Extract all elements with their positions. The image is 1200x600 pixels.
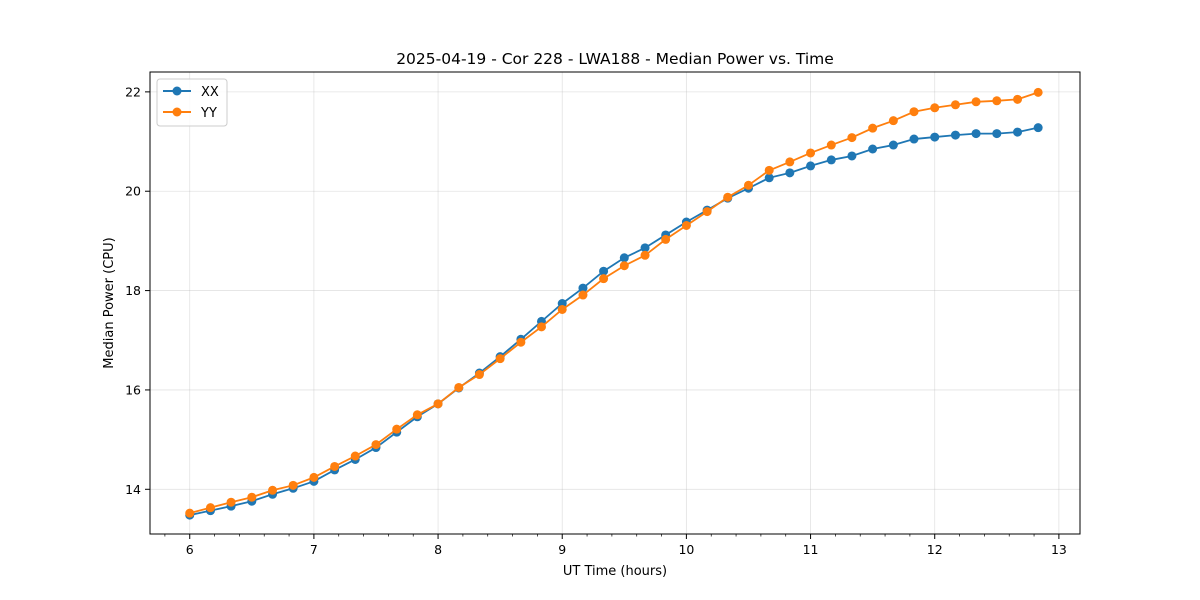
data-point-yy bbox=[516, 337, 526, 347]
data-point-xx bbox=[909, 134, 919, 144]
y-tick-label: 22 bbox=[125, 84, 141, 99]
series-yy bbox=[185, 87, 1043, 518]
data-point-yy bbox=[930, 103, 940, 113]
data-point-yy bbox=[785, 157, 795, 167]
x-tick-label: 8 bbox=[434, 542, 442, 557]
y-axis-label: Median Power (CPU) bbox=[102, 237, 117, 368]
data-point-yy bbox=[826, 140, 836, 150]
data-point-yy bbox=[599, 274, 609, 284]
data-point-yy bbox=[247, 492, 257, 502]
data-point-xx bbox=[1033, 123, 1043, 133]
x-tick-label: 7 bbox=[310, 542, 318, 557]
data-point-yy bbox=[847, 133, 857, 143]
data-point-yy bbox=[661, 234, 671, 244]
data-point-yy bbox=[909, 107, 919, 117]
x-tick-label: 10 bbox=[678, 542, 694, 557]
data-point-yy bbox=[392, 424, 402, 434]
data-point-xx bbox=[971, 129, 981, 139]
legend: XX YY bbox=[156, 78, 228, 127]
data-point-yy bbox=[702, 207, 712, 217]
x-tick-label: 13 bbox=[1051, 542, 1067, 557]
data-point-yy bbox=[536, 322, 546, 332]
data-point-xx bbox=[640, 243, 650, 253]
y-tick-label: 18 bbox=[125, 283, 141, 298]
legend-label-xx: XX bbox=[201, 85, 219, 100]
data-point-xx bbox=[764, 173, 774, 183]
data-point-yy bbox=[288, 480, 298, 490]
y-tick-label: 16 bbox=[125, 382, 141, 397]
data-point-xx bbox=[868, 144, 878, 154]
data-point-yy bbox=[619, 261, 629, 271]
data-point-yy bbox=[868, 123, 878, 133]
x-tick-label: 11 bbox=[803, 542, 819, 557]
data-point-yy bbox=[495, 354, 505, 364]
data-point-xx bbox=[599, 266, 609, 276]
series-layer bbox=[185, 87, 1043, 520]
data-point-yy bbox=[992, 96, 1002, 106]
data-point-xx bbox=[806, 161, 816, 171]
data-point-xx bbox=[578, 283, 588, 293]
data-point-xx bbox=[847, 151, 857, 161]
data-point-yy bbox=[309, 472, 319, 482]
data-point-yy bbox=[681, 221, 691, 230]
data-point-yy bbox=[950, 100, 960, 110]
data-point-yy bbox=[412, 410, 422, 420]
y-tick-label: 14 bbox=[125, 482, 141, 497]
data-point-yy bbox=[764, 165, 774, 175]
x-tick-label: 12 bbox=[927, 542, 943, 557]
data-point-yy bbox=[578, 290, 588, 300]
data-point-yy bbox=[640, 250, 650, 260]
grid-layer bbox=[150, 72, 1080, 534]
data-point-yy bbox=[205, 503, 215, 513]
legend-marker-xx bbox=[172, 86, 182, 96]
x-axis-label: UT Time (hours) bbox=[563, 564, 667, 579]
y-tick-label: 20 bbox=[125, 184, 141, 199]
data-point-xx bbox=[826, 155, 836, 165]
data-point-yy bbox=[474, 370, 484, 380]
data-point-yy bbox=[1033, 87, 1043, 97]
tick-layer: 6 7 8 9 10 11 12 13 14 16 18 20 22 bbox=[125, 84, 1067, 557]
x-tick-label: 6 bbox=[186, 542, 194, 557]
data-point-yy bbox=[330, 461, 340, 471]
data-point-xx bbox=[992, 129, 1002, 139]
data-point-xx bbox=[888, 140, 898, 150]
data-point-xx bbox=[785, 168, 795, 178]
data-point-yy bbox=[185, 508, 195, 518]
data-point-xx bbox=[1013, 127, 1023, 137]
x-tick-label: 9 bbox=[558, 542, 566, 557]
data-point-yy bbox=[268, 485, 278, 495]
data-point-yy bbox=[433, 399, 443, 409]
legend-marker-yy bbox=[172, 107, 182, 117]
data-point-yy bbox=[371, 440, 381, 450]
data-point-yy bbox=[350, 451, 360, 461]
data-point-yy bbox=[888, 116, 898, 126]
data-point-yy bbox=[971, 97, 981, 107]
plot-frame bbox=[149, 71, 1081, 535]
data-point-xx bbox=[619, 253, 629, 263]
data-point-xx bbox=[950, 130, 960, 140]
data-point-xx bbox=[930, 132, 940, 142]
chart-title: 2025-04-19 - Cor 228 - LWA188 - Median P… bbox=[396, 50, 834, 68]
data-point-yy bbox=[557, 304, 567, 314]
data-point-yy bbox=[454, 382, 464, 392]
data-point-yy bbox=[743, 180, 753, 190]
data-point-yy bbox=[1013, 94, 1023, 104]
data-point-yy bbox=[806, 148, 816, 158]
data-point-yy bbox=[226, 497, 236, 507]
legend-label-yy: YY bbox=[200, 106, 217, 121]
data-point-yy bbox=[723, 192, 733, 202]
